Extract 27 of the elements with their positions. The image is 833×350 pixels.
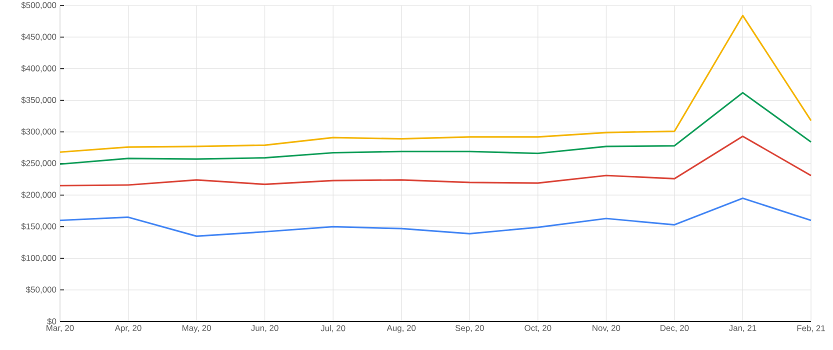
x-tick-label: Jan, 21 — [728, 325, 756, 332]
y-tick-label: $350,000 — [21, 96, 56, 104]
y-tick-label: $200,000 — [21, 191, 56, 199]
x-tick-label: Apr, 20 — [114, 325, 142, 333]
y-tick-label: $300,000 — [21, 128, 56, 136]
y-tick-label: $100,000 — [21, 254, 56, 262]
x-tick-label: Feb, 21 — [797, 325, 825, 332]
x-tick-label: Nov, 20 — [592, 325, 620, 332]
y-tick-label: $500,000 — [21, 2, 56, 10]
y-tick-label: $400,000 — [21, 65, 56, 72]
x-tick-label: Sep, 20 — [455, 325, 484, 333]
x-tick-label: Jul, 20 — [320, 325, 346, 332]
x-tick-label: Aug, 20 — [386, 325, 416, 333]
y-tick-label: $450,000 — [21, 33, 56, 41]
line-series — [59, 14, 812, 153]
x-tick-label: Dec, 20 — [660, 325, 689, 332]
x-tick-label: Oct, 20 — [524, 325, 552, 332]
x-tick-label: Mar, 20 — [46, 325, 74, 332]
line-series — [59, 197, 812, 237]
y-tick-label: $50,000 — [26, 286, 56, 294]
line-series — [59, 136, 812, 186]
y-tick-label: $0 — [47, 318, 56, 325]
y-tick-label: $150,000 — [21, 223, 56, 230]
x-tick-label: Jun, 20 — [251, 325, 278, 332]
x-tick-label: May, 20 — [182, 325, 211, 333]
line-series — [59, 92, 812, 165]
y-tick-label: $250,000 — [21, 160, 56, 168]
